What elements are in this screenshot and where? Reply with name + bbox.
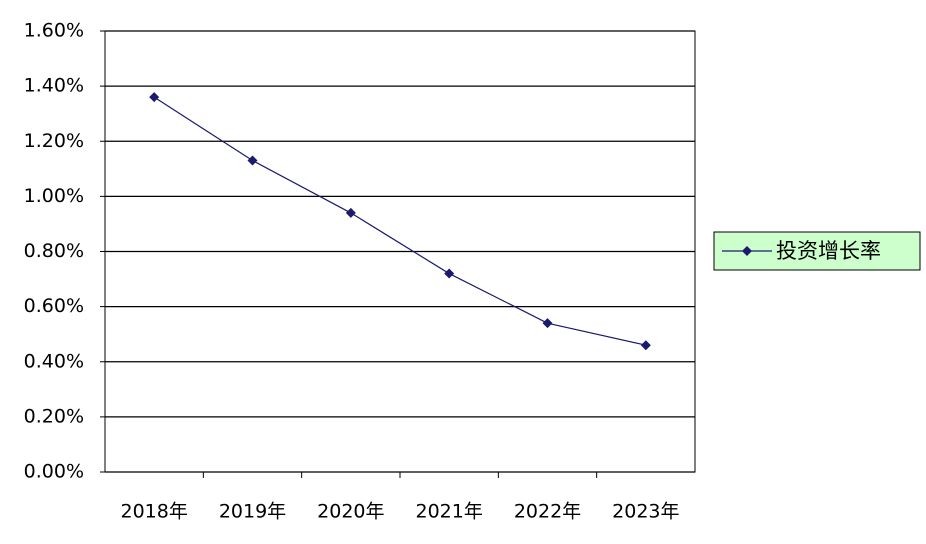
y-tick-label: 1.60%	[24, 20, 84, 42]
data-point	[345, 207, 356, 218]
x-tick-label: 2023年	[612, 501, 679, 523]
x-tick-label: 2018年	[120, 501, 187, 523]
data-point	[542, 318, 553, 329]
y-tick-label: 0.80%	[24, 240, 84, 262]
y-tick-label: 1.20%	[24, 130, 84, 152]
x-tick-label: 2020年	[317, 501, 384, 523]
data-point	[640, 340, 651, 351]
y-tick-label: 0.60%	[24, 295, 84, 317]
data-point	[247, 155, 258, 166]
y-tick-label: 0.40%	[24, 350, 84, 372]
x-tick-label: 2019年	[219, 501, 286, 523]
legend-label: 投资增长率	[776, 239, 881, 263]
x-tick-label: 2021年	[415, 501, 482, 523]
y-tick-label: 1.00%	[24, 185, 84, 207]
legend-marker	[742, 246, 752, 256]
data-point	[149, 92, 160, 103]
y-tick-label: 0.00%	[24, 461, 84, 483]
y-tick-label: 0.20%	[24, 405, 84, 427]
x-tick-label: 2022年	[514, 501, 581, 523]
series-line	[153, 96, 646, 346]
data-point	[444, 268, 455, 279]
y-tick-label: 1.40%	[24, 75, 84, 97]
